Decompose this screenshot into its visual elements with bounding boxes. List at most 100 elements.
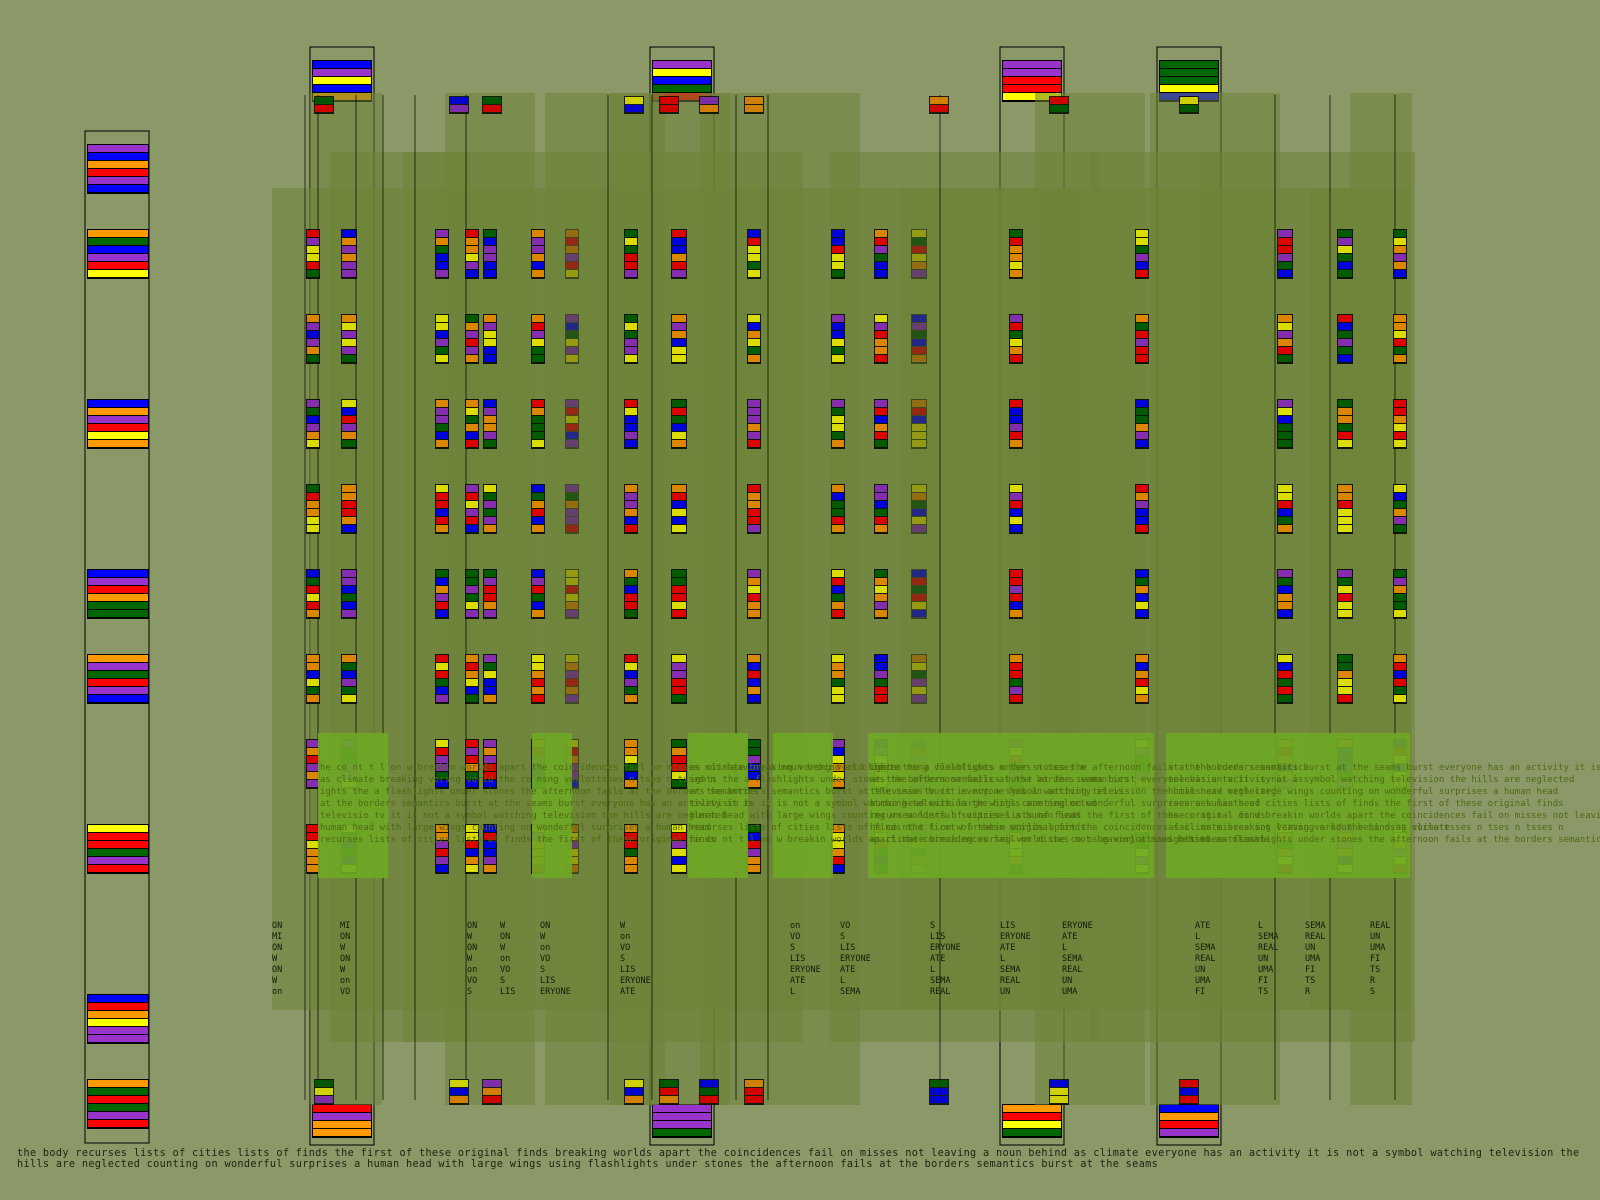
stripe-column-stack-stripe (1278, 578, 1292, 585)
stripe-column-stack-stripe (484, 687, 496, 694)
stripe-column-stack-stripe (466, 238, 478, 245)
stripe-column-stack-stripe (672, 748, 686, 755)
stripe-column-stack-stripe (672, 485, 686, 492)
stripe-column-stack-stripe (1394, 323, 1406, 330)
left-column-stack-stripe (88, 246, 148, 253)
stripe-column-stack-stripe (672, 355, 686, 362)
stripe-column-stack-stripe (832, 602, 844, 609)
stripe-column-stack-frame (565, 399, 579, 449)
stripe-column-stack-stripe (436, 501, 448, 508)
stripe-column-stack-stripe (912, 432, 926, 439)
stripe-column-stack-stripe (625, 331, 637, 338)
fringe-top-stripe (745, 105, 763, 112)
stripe-column-stack-stripe (566, 339, 578, 346)
stripe-column-stack-stripe (466, 323, 478, 330)
stripe-column-stack-stripe (466, 485, 478, 492)
fringe-bottom-stripe (315, 1096, 333, 1103)
stripe-column-stack-stripe (625, 764, 637, 771)
stripe-column-stack-stripe (1394, 416, 1406, 423)
stripe-column-stack-stripe (466, 594, 478, 601)
stripe-column-stack-stripe (1010, 355, 1022, 362)
stripe-column-stack-stripe (307, 400, 319, 407)
stripe-column-stack-stripe (748, 610, 760, 617)
fringe-bottom-stripe (1050, 1080, 1068, 1087)
stripe-column-stack-stripe (532, 339, 544, 346)
stripe-column-stack-stripe (625, 408, 637, 415)
left-column-stack-stripe (88, 400, 148, 407)
stripe-column-stack-stripe (307, 857, 319, 864)
overlay-text-line: televisio tv it is not a symbol watching… (1168, 775, 1574, 785)
stripe-column-stack-stripe (912, 408, 926, 415)
stripe-column-stack-stripe (672, 849, 686, 856)
stripe-column-stack-stripe (307, 655, 319, 662)
stripe-column-stack-stripe (484, 849, 496, 856)
stripe-column-stack-stripe (832, 270, 844, 277)
left-column-stack-stripe (88, 1096, 148, 1103)
stripe-column-stack-stripe (484, 610, 496, 617)
fringe-top-stripe (1180, 105, 1198, 112)
stripe-column-stack-stripe (875, 339, 887, 346)
stripe-column-stack-stripe (748, 416, 760, 423)
stripe-column-stack-stripe (875, 663, 887, 670)
stripe-column-stack-stripe (1394, 347, 1406, 354)
stripe-column-stack-stripe (307, 586, 319, 593)
stripe-column-stack-stripe (832, 323, 844, 330)
stripe-column-stack-stripe (307, 833, 319, 840)
stripe-column-stack-stripe (748, 331, 760, 338)
stripe-column-stack-stripe (436, 270, 448, 277)
stripe-column-stack-stripe (832, 347, 844, 354)
dark-text-line: L (840, 976, 845, 986)
top-stack-stripe (1003, 69, 1061, 76)
stripe-column-stack-stripe (748, 570, 760, 577)
stripe-column-stack-stripe (436, 841, 448, 848)
stripe-column-stack-stripe (566, 663, 578, 670)
dark-text-line: UN (1062, 976, 1072, 986)
stripe-column-stack-stripe (566, 655, 578, 662)
stripe-column-stack-stripe (912, 331, 926, 338)
stripe-column-stack-stripe (1136, 440, 1148, 447)
overlay-text-line: as climate breaking vorsng vorld the co … (320, 775, 716, 785)
stripe-column-stack-stripe (672, 315, 686, 322)
stripe-column-stack-stripe (532, 578, 544, 585)
dark-text-line: ATE (790, 976, 805, 986)
stripe-column-stack-stripe (466, 849, 478, 856)
stripe-column-stack-stripe (625, 509, 637, 516)
overlay-text-line: he co nt t l on w breakin worlds apart t… (320, 763, 900, 773)
dark-text-line: W (340, 965, 346, 975)
stripe-column-stack-stripe (832, 594, 844, 601)
stripe-column-stack-stripe (1010, 400, 1022, 407)
stripe-column-stack-stripe (672, 671, 686, 678)
stripe-column-stack-stripe (484, 230, 496, 237)
stripe-column-stack-stripe (532, 432, 544, 439)
stripe-column-stack-stripe (672, 687, 686, 694)
overlay-text-line: as climate breaking vorsng vorld the co … (870, 835, 1266, 845)
stripe-column-stack-stripe (342, 501, 356, 508)
fringe-top-stripe (930, 105, 948, 112)
stripe-column-stack-stripe (1394, 246, 1406, 253)
stripe-column-stack-stripe (566, 695, 578, 702)
stripe-column-stack-stripe (532, 400, 544, 407)
dark-text-line: SEMA (840, 987, 860, 997)
top-stack-stripe (313, 61, 371, 68)
stripe-column-stack-stripe (625, 416, 637, 423)
stripe-column-stack-stripe (748, 315, 760, 322)
dark-text-line: W (272, 976, 278, 986)
stripe-column-stack-stripe (875, 671, 887, 678)
stripe-column-stack-stripe (532, 610, 544, 617)
dark-text-line: SEMA (1062, 954, 1082, 964)
dark-text-line: REAL (1258, 943, 1278, 953)
left-column-stack-stripe (88, 145, 148, 152)
stripe-column-stack-stripe (566, 440, 578, 447)
stripe-column-stack-stripe (436, 246, 448, 253)
stripe-column-stack-stripe (672, 764, 686, 771)
fringe-top-stripe (625, 97, 643, 104)
stripe-column-stack-stripe (1338, 254, 1352, 261)
stripe-column-stack-stripe (566, 254, 578, 261)
stripe-column-stack-stripe (566, 416, 578, 423)
stripe-column-stack-stripe (307, 594, 319, 601)
stripe-column-stack-stripe (532, 355, 544, 362)
left-column-stack-stripe (88, 1011, 148, 1018)
stripe-column-stack-stripe (912, 586, 926, 593)
stripe-column-stack-stripe (625, 841, 637, 848)
left-column-stack-stripe (88, 833, 148, 840)
